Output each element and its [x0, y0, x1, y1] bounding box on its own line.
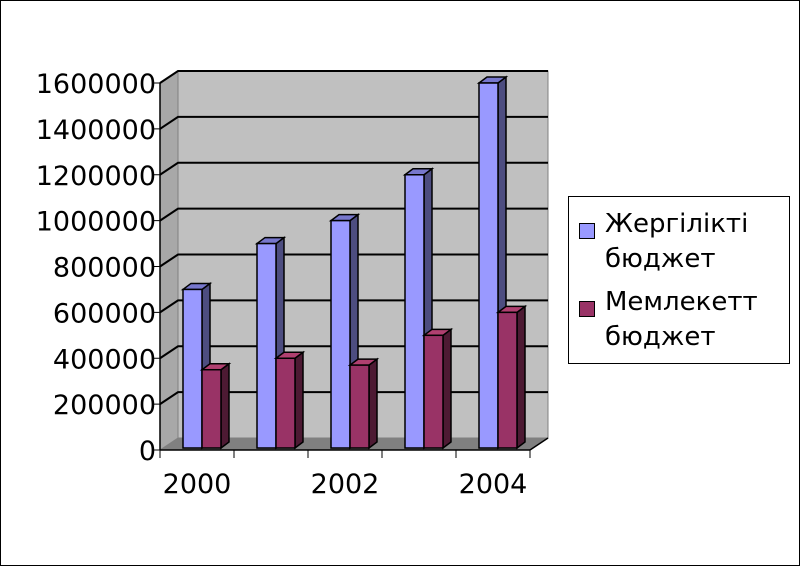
y-tick-label: 1000000 — [36, 207, 156, 238]
legend-label: Мемлекетт бюджет — [605, 287, 758, 352]
gridline — [159, 70, 548, 84]
gridline — [159, 161, 548, 176]
y-tick-label: 400000 — [53, 344, 156, 375]
y-tick-label: 200000 — [53, 390, 156, 421]
bar-side — [220, 362, 230, 450]
y-tick-label: 1200000 — [36, 161, 156, 192]
legend-swatch — [579, 223, 595, 239]
bar-side — [442, 327, 452, 450]
y-tick-label: 600000 — [53, 298, 156, 329]
x-tick-label: 2000 — [163, 469, 232, 500]
bar-2000-series-1 — [182, 288, 203, 449]
bar-2001-series-2 — [275, 357, 296, 449]
legend-item-local-budget: Жергілікті бюджет — [579, 207, 785, 277]
y-tick-label: 1400000 — [36, 115, 156, 146]
bar-2004-series-1 — [478, 82, 499, 449]
bar-2004-series-2 — [497, 311, 518, 449]
x-tick-label: 2002 — [311, 469, 380, 500]
bar-side — [294, 350, 304, 450]
bar-2001-series-1 — [256, 242, 277, 449]
bar-side — [516, 304, 526, 450]
legend: Жергілікті бюджет Мемлекетт бюджет — [568, 196, 790, 364]
legend-swatch — [579, 301, 595, 317]
gridline — [159, 115, 548, 130]
bar-2002-series-2 — [349, 364, 370, 449]
y-tick-label: 0 — [139, 436, 156, 467]
y-tick-label: 1600000 — [36, 69, 156, 100]
legend-item-state-budget: Мемлекетт бюджет — [579, 285, 785, 355]
bar-2002-series-1 — [330, 219, 351, 449]
floor-edge — [529, 437, 549, 451]
y-tick-label: 800000 — [53, 253, 156, 284]
legend-label: Жергілікті бюджет — [605, 209, 749, 274]
bar-2003-series-1 — [404, 174, 425, 449]
x-tick-label: 2004 — [459, 469, 528, 500]
bar-2003-series-2 — [423, 334, 444, 449]
bar-side — [368, 357, 378, 450]
bar-2000-series-2 — [201, 368, 222, 449]
